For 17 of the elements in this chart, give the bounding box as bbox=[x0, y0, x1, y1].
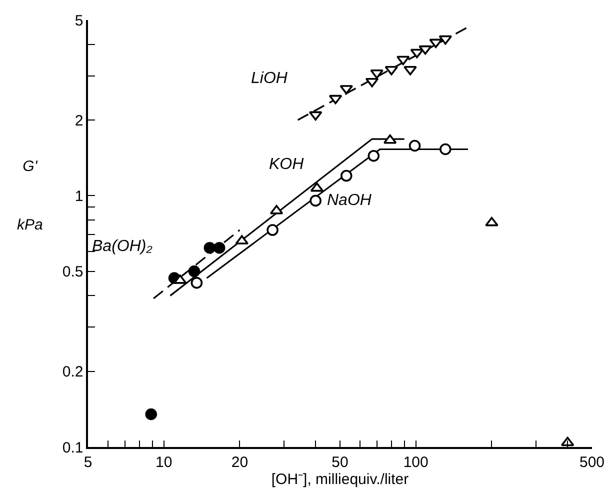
series-label: Ba(OH)₂ bbox=[92, 238, 152, 255]
x-tick-label: 500 bbox=[579, 454, 605, 471]
text: G' kPa bbox=[17, 158, 43, 234]
y-tick-label: 0.5 bbox=[62, 264, 84, 281]
y-tick-label: 5 bbox=[74, 12, 84, 30]
x-tick-label: 20 bbox=[231, 454, 248, 471]
y-tick-label: 0.1 bbox=[62, 439, 84, 456]
y-tick-label: 2 bbox=[74, 112, 84, 130]
y-tick-label: 1 bbox=[74, 188, 84, 205]
x-tick-label: 100 bbox=[403, 454, 428, 471]
series-label: NaOH bbox=[327, 192, 372, 209]
series-label: KOH bbox=[269, 156, 304, 173]
text: LiOH bbox=[251, 70, 288, 87]
x-tick-label: 10 bbox=[156, 454, 172, 471]
x-tick-label: 50 bbox=[332, 454, 348, 471]
y-tick-label: 0.2 bbox=[62, 364, 84, 381]
x-axis-title: [OH⁻], milliequiv./liter bbox=[271, 470, 409, 488]
